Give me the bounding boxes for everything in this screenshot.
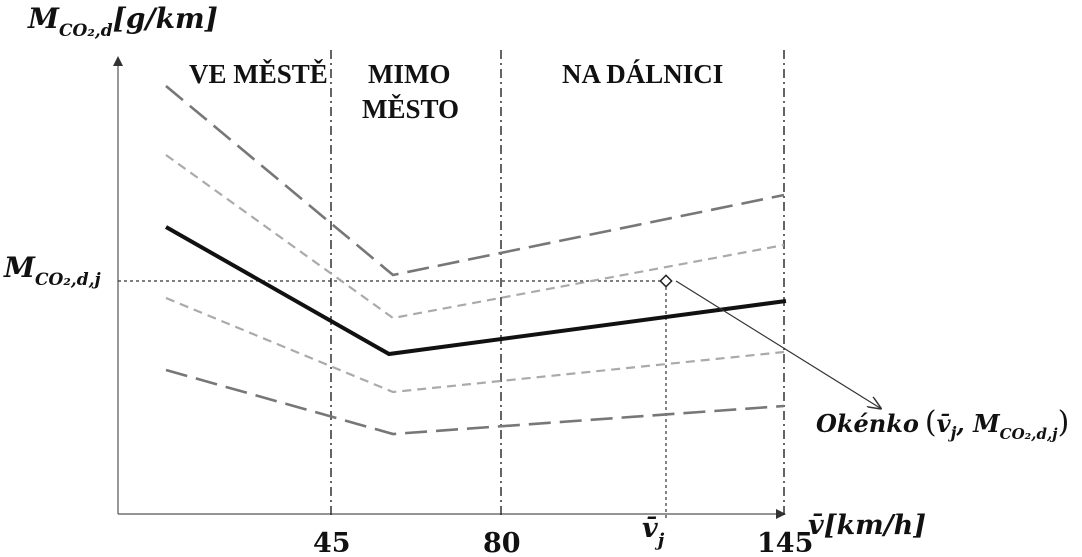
zone-label-city: VE MĚSTĚ bbox=[189, 59, 328, 89]
main-characteristic-line bbox=[165, 225, 787, 357]
zone-label-rural-line2: MĚSTO bbox=[362, 94, 459, 124]
annotation-leader-arrow bbox=[675, 280, 880, 408]
zone-label-highway: NA DÁLNICI bbox=[562, 59, 723, 89]
y-axis-label: MCO₂,d[g/km] bbox=[27, 2, 218, 41]
x-tick-45: 45 bbox=[313, 528, 351, 557]
window-point-marker bbox=[659, 274, 673, 288]
x-tick-vj: v̄j bbox=[642, 513, 665, 551]
window-annotation: Okénko (v̄j, MCO₂,d,j) bbox=[816, 405, 1069, 443]
upper-long-dash-line bbox=[165, 85, 785, 277]
x-tick-145: 145 bbox=[757, 528, 813, 557]
y-marker-label: MCO₂,d,j bbox=[3, 251, 102, 290]
lower-long-dash-line bbox=[165, 368, 785, 436]
lower-short-dash-line bbox=[165, 296, 785, 394]
zone-label-rural-line1: MIMO bbox=[368, 59, 450, 89]
x-axis-label: v̄[km/h] bbox=[808, 510, 926, 541]
upper-short-dash-line bbox=[165, 154, 785, 320]
x-tick-80: 80 bbox=[483, 528, 521, 557]
